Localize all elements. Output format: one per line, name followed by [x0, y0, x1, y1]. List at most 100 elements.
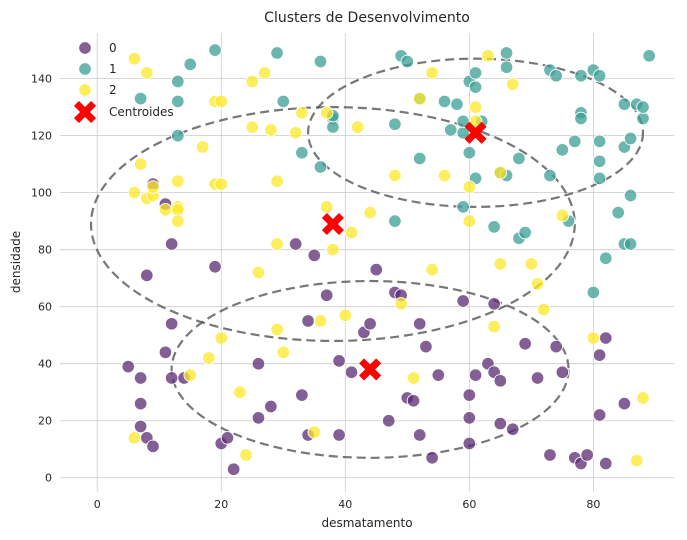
cluster-2-point [462, 180, 477, 194]
cluster-2-point [425, 262, 439, 277]
cluster-0-point [412, 317, 427, 331]
cluster-2-point [481, 49, 495, 63]
cluster-0-point [505, 422, 520, 437]
cluster-2-point [233, 385, 247, 399]
y-tick-labels: 0 20 40 60 80 100 120 140 [31, 73, 52, 485]
cluster-1-point [549, 69, 563, 83]
y-axis-label: densidade [9, 231, 23, 293]
centroid-marker-arm [359, 358, 382, 381]
cluster-2-point [313, 314, 328, 328]
cluster-0-point [133, 419, 148, 434]
cluster-0-point [208, 260, 222, 274]
plot-area [60, 33, 674, 492]
x-tick-label: 40 [338, 498, 352, 511]
cluster-0-point [164, 317, 179, 331]
cluster-0-point [295, 388, 309, 402]
cluster-2-point [388, 168, 402, 183]
cluster-0-point [332, 428, 346, 442]
cluster-1-point [270, 46, 284, 60]
cluster-2-point [505, 77, 520, 92]
cluster-2-point [338, 308, 353, 322]
cluster-0-point [468, 368, 483, 382]
cluster-2-point [350, 120, 365, 134]
cluster-1-point [400, 54, 415, 69]
cluster-1-point [171, 94, 185, 109]
legend-label-0: 0 [109, 41, 117, 55]
cluster-0-point [332, 354, 346, 368]
cluster-2-point [412, 91, 427, 106]
cluster-2-point [270, 237, 284, 251]
cluster-0-point [226, 462, 241, 476]
cluster-1-point [326, 120, 340, 134]
cluster-0-point [406, 394, 421, 408]
cluster-2-point [140, 66, 154, 80]
cluster-2-point [183, 368, 197, 382]
centroid-marker [359, 358, 382, 381]
x-axis-label: desmatamento [321, 516, 412, 530]
cluster-0-point [363, 317, 377, 331]
cluster-0-point [412, 428, 427, 442]
grid [60, 33, 674, 492]
cluster-1-point [208, 43, 222, 57]
cluster-1-point [592, 171, 607, 186]
cluster-1-point [599, 251, 613, 265]
legend-marker-0 [78, 41, 92, 55]
cluster-1-point [171, 74, 185, 89]
cluster-2-point [270, 174, 284, 188]
cluster-2-point [214, 177, 229, 191]
cluster-1-point [388, 117, 402, 131]
cluster-2-point [437, 168, 452, 183]
y-tick-label: 20 [38, 415, 52, 428]
y-tick-label: 0 [45, 472, 52, 485]
x-tick-labels: 0 20 40 60 80 [94, 498, 601, 511]
cluster-1-point [313, 54, 328, 69]
cluster-2-point [493, 257, 508, 271]
cluster-1-point [412, 151, 427, 166]
cluster-2-point [555, 208, 570, 223]
cluster-2-point [468, 100, 483, 114]
centroid-markers [321, 121, 487, 381]
cluster-1-point [499, 46, 514, 60]
cluster-2-point [487, 319, 501, 334]
cluster-0-point [344, 365, 359, 380]
cluster-2-point [133, 157, 148, 171]
cluster-ellipse [170, 279, 570, 459]
cluster-2-point [406, 371, 421, 385]
x-tick-label: 0 [94, 498, 101, 511]
x-tick-label: 80 [586, 498, 600, 511]
cluster-1-point [388, 214, 402, 228]
cluster-1-point [555, 143, 570, 157]
cluster-0-point [146, 439, 160, 454]
cluster-2-point [202, 351, 216, 365]
cluster-1-point [295, 145, 309, 160]
cluster-0-point [301, 314, 315, 328]
cluster-1-point [487, 220, 501, 234]
cluster-2-point [295, 106, 309, 120]
cluster-0-point [493, 374, 508, 388]
cluster-0-point [425, 451, 439, 465]
centroid-marker-arm [73, 100, 97, 124]
cluster-0-point [518, 337, 532, 351]
cluster-2-point [239, 448, 253, 462]
cluster-1-point [437, 94, 452, 109]
cluster-ellipse [306, 57, 645, 209]
cluster-1-point [133, 91, 148, 106]
cluster-2-point [530, 277, 545, 291]
cluster-2-point [363, 205, 377, 220]
legend-marker-2 [78, 83, 92, 97]
cluster-1-point [592, 154, 607, 169]
cluster-2-point [171, 174, 185, 188]
cluster-2-point [251, 265, 266, 280]
cluster-2-point [636, 391, 650, 405]
cluster-0-point [369, 262, 384, 277]
cluster-2-point [158, 203, 173, 217]
cluster-0-point [158, 345, 173, 360]
cluster-2-point [245, 74, 260, 89]
cluster-1-point [462, 145, 477, 160]
cluster-1-point [276, 94, 291, 109]
cluster-0-point [599, 331, 613, 345]
legend-label-centroides: Centroides [109, 105, 174, 119]
cluster-2-point [586, 331, 601, 345]
cluster-2-point [288, 126, 303, 140]
